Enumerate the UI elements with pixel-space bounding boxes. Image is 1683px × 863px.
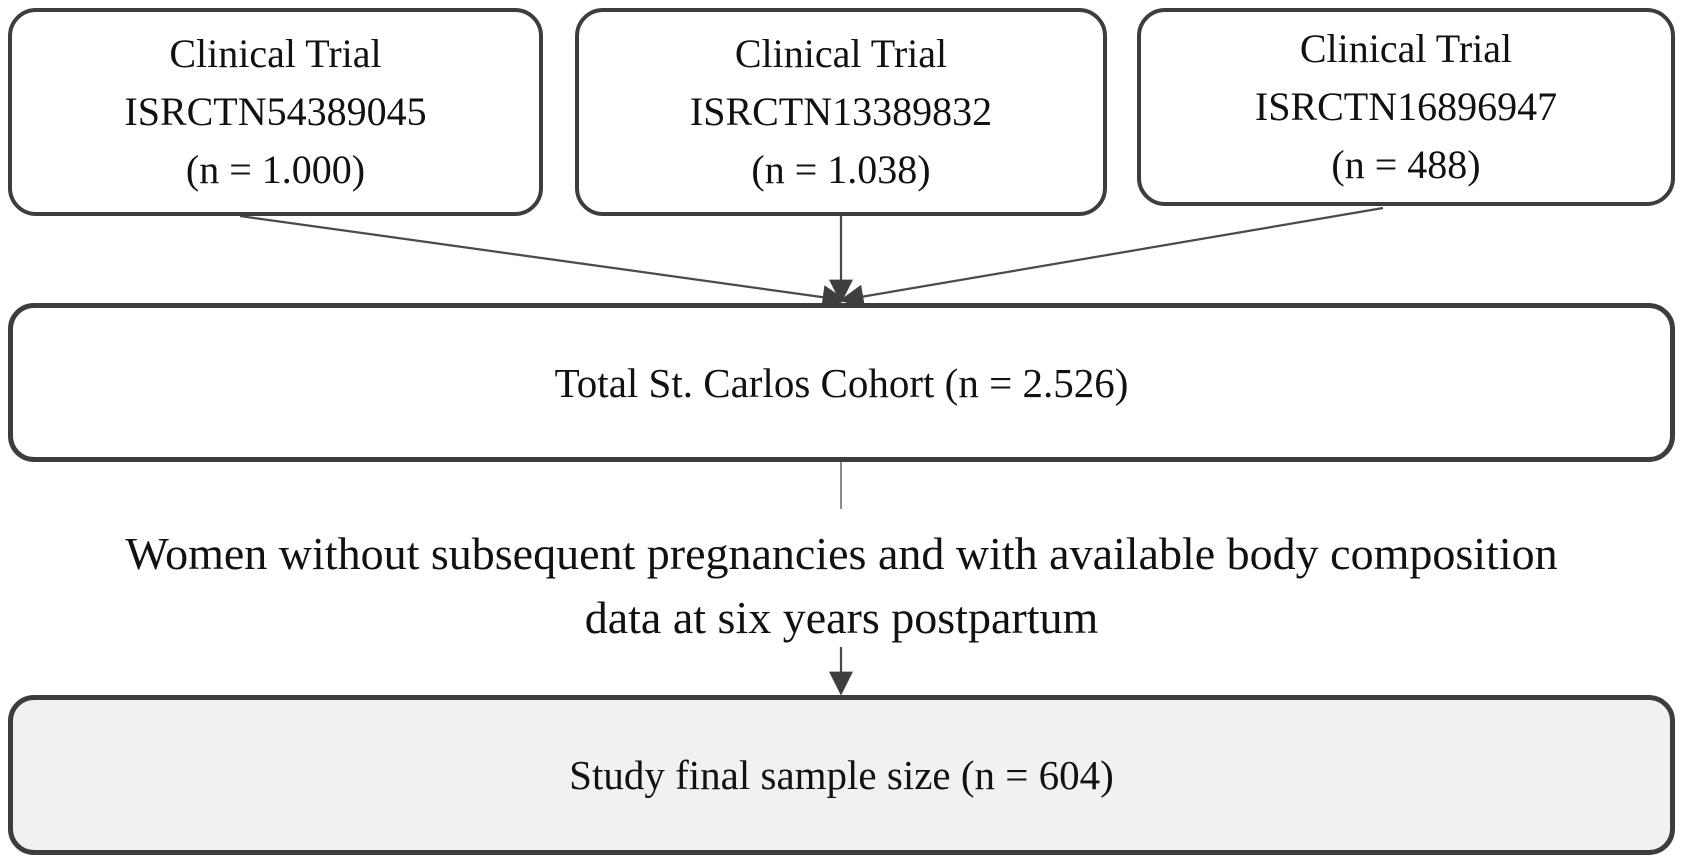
trial-box-3-sample-size: (n = 488) [1331,142,1481,187]
trial-box-3: Clinical Trial ISRCTN16896947 (n = 488) [1137,8,1675,206]
cohort-box: Total St. Carlos Cohort (n = 2.526) [8,303,1675,462]
trial-box-2-title: Clinical Trial [734,31,948,76]
trial-box-3-title: Clinical Trial [1299,26,1513,71]
filter-note: Women without subsequent pregnancies and… [0,522,1683,650]
arrow-trial-3-to-cohort [839,206,1384,309]
arrow-trial-1-to-cohort [239,214,847,310]
final-sample-box: Study final sample size (n = 604) [8,695,1675,855]
trial-box-2-sample-size: (n = 1.038) [751,147,931,192]
trial-box-2: Clinical Trial ISRCTN13389832 (n = 1.038… [575,8,1107,216]
trial-box-1: Clinical Trial ISRCTN54389045 (n = 1.000… [8,8,543,216]
trial-box-1-registration-id: ISRCTN54389045 [124,89,427,134]
trial-box-3-registration-id: ISRCTN16896947 [1254,84,1558,129]
filter-note-line-1: Women without subsequent pregnancies and… [125,528,1558,579]
cohort-box-label: Total St. Carlos Cohort (n = 2.526) [554,359,1129,406]
trial-box-2-registration-id: ISRCTN13389832 [689,89,993,134]
trial-box-1-title: Clinical Trial [169,31,382,76]
filter-note-line-2: data at six years postpartum [584,592,1099,643]
final-sample-box-label: Study final sample size (n = 604) [569,752,1114,798]
trial-box-1-sample-size: (n = 1.000) [185,147,366,192]
